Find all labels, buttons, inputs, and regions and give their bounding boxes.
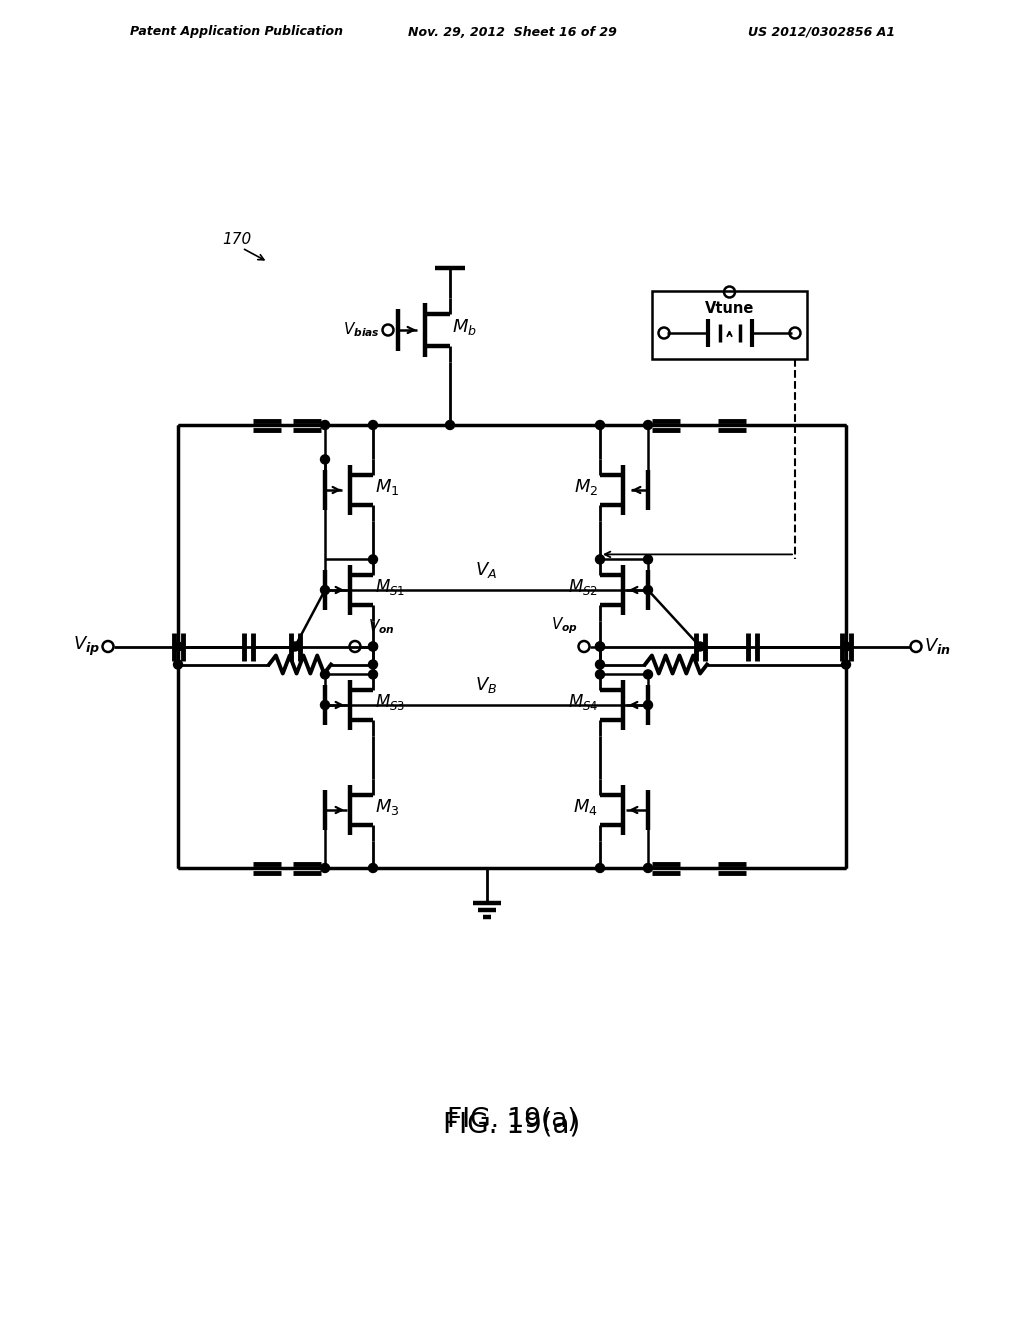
Circle shape xyxy=(596,642,604,651)
Text: $M_{S4}$: $M_{S4}$ xyxy=(567,692,598,711)
Bar xyxy=(652,290,807,359)
Circle shape xyxy=(596,642,604,651)
Text: Patent Application Publication: Patent Application Publication xyxy=(130,25,343,38)
Text: $M_2$: $M_2$ xyxy=(573,477,598,498)
Circle shape xyxy=(173,660,182,669)
Text: $M_1$: $M_1$ xyxy=(375,477,399,498)
Text: $V_\mathregular{in}$: $V_\mathregular{in}$ xyxy=(924,636,951,656)
Text: 170: 170 xyxy=(222,232,251,248)
Circle shape xyxy=(369,660,378,669)
Text: $M_{S1}$: $M_{S1}$ xyxy=(375,577,406,597)
Circle shape xyxy=(321,863,330,873)
Circle shape xyxy=(445,421,455,429)
Circle shape xyxy=(369,671,378,678)
Circle shape xyxy=(321,701,330,710)
Circle shape xyxy=(321,455,330,463)
Circle shape xyxy=(596,863,604,873)
Circle shape xyxy=(596,554,604,564)
Text: $V_\mathregular{op}$: $V_\mathregular{op}$ xyxy=(551,616,578,636)
Circle shape xyxy=(321,586,330,594)
Circle shape xyxy=(842,642,851,651)
Text: $V_A$: $V_A$ xyxy=(475,560,498,579)
Circle shape xyxy=(369,421,378,429)
Circle shape xyxy=(369,642,378,651)
Text: $M_3$: $M_3$ xyxy=(375,797,399,817)
Text: FIG. 19(a): FIG. 19(a) xyxy=(446,1107,578,1133)
Circle shape xyxy=(643,863,652,873)
Circle shape xyxy=(643,421,652,429)
Circle shape xyxy=(173,642,182,651)
Circle shape xyxy=(369,642,378,651)
Circle shape xyxy=(842,660,851,669)
Circle shape xyxy=(643,701,652,710)
Circle shape xyxy=(321,671,330,678)
Text: $V_\mathregular{ip}$: $V_\mathregular{ip}$ xyxy=(73,635,100,659)
Text: FIG. 19(a): FIG. 19(a) xyxy=(443,1111,581,1139)
Circle shape xyxy=(369,863,378,873)
Text: $V_\mathregular{on}$: $V_\mathregular{on}$ xyxy=(368,618,394,636)
Text: $V_\mathregular{bias}$: $V_\mathregular{bias}$ xyxy=(343,321,380,339)
Text: US 2012/0302856 A1: US 2012/0302856 A1 xyxy=(748,25,895,38)
Circle shape xyxy=(695,642,705,651)
Text: $M_b$: $M_b$ xyxy=(452,317,477,337)
Circle shape xyxy=(321,421,330,429)
Text: $M_{S3}$: $M_{S3}$ xyxy=(375,692,406,711)
Circle shape xyxy=(643,671,652,678)
Circle shape xyxy=(643,586,652,594)
Text: Vtune: Vtune xyxy=(705,301,755,315)
Circle shape xyxy=(643,554,652,564)
Circle shape xyxy=(596,421,604,429)
Circle shape xyxy=(596,660,604,669)
Text: $M_4$: $M_4$ xyxy=(573,797,598,817)
Text: $V_B$: $V_B$ xyxy=(475,675,498,696)
Circle shape xyxy=(369,554,378,564)
Circle shape xyxy=(291,642,299,651)
Text: $M_{S2}$: $M_{S2}$ xyxy=(568,577,598,597)
Text: Nov. 29, 2012  Sheet 16 of 29: Nov. 29, 2012 Sheet 16 of 29 xyxy=(408,25,616,38)
Circle shape xyxy=(596,671,604,678)
